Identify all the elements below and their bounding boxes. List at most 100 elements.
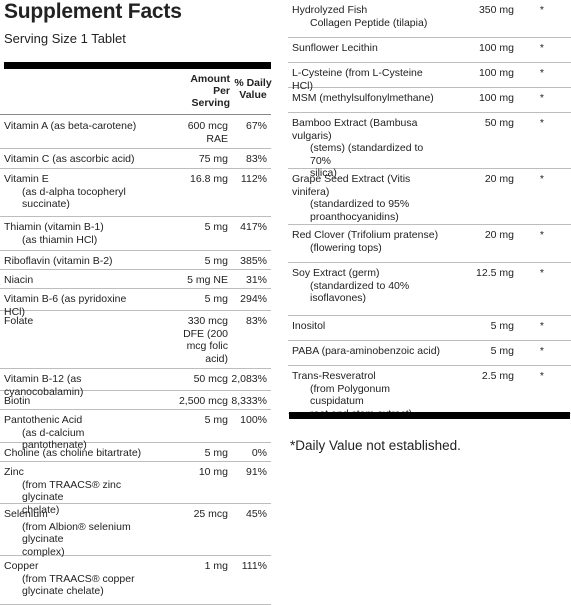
- amount-per-serving: 25 mcg: [193, 508, 228, 520]
- daily-value: *: [539, 173, 544, 185]
- daily-value: 45%: [245, 508, 267, 520]
- amount-per-serving: 20 mg: [484, 173, 514, 185]
- daily-value: 31%: [245, 274, 267, 286]
- nutrient-row: Niacin 5 mg NE 31%: [0, 270, 271, 289]
- nutrient-row: Thiamin (vitamin B-1) (as thiamin HCl) 5 m…: [0, 217, 271, 251]
- nutrient-row: PABA (para-aminobenzoic acid) 5 mg *: [288, 341, 571, 366]
- amount-per-serving: 50 mcg: [193, 373, 228, 385]
- top-rule-left: [4, 62, 271, 69]
- daily-value: 83%: [245, 315, 267, 327]
- amount-per-serving: 2,500 mcg: [178, 395, 228, 407]
- daily-value: 385%: [240, 255, 267, 267]
- amount-per-serving: 75 mg: [198, 153, 228, 165]
- nutrient-row: Vitamin B-12 (as cyanocobalamin) 50 mcg 2,…: [0, 369, 271, 398]
- daily-value: 67%: [245, 120, 267, 132]
- column-header: Amount Per Serving % Daily Value: [0, 70, 272, 115]
- nutrient-name: L-Cysteine (from L-Cysteine HCl): [292, 67, 423, 92]
- nutrient-name: Choline (as choline bitartrate): [4, 447, 142, 459]
- daily-value: *: [539, 4, 544, 16]
- nutrient-name: Soy Extract (germ) (standardized to 40% is…: [292, 267, 410, 304]
- daily-value: 8,333%: [231, 395, 267, 407]
- nutrient-row: Sunflower Lecithin 100 mg *: [288, 38, 571, 63]
- nutrient-name: Selenium (from Albion® selenium glycinate…: [4, 508, 131, 558]
- nutrient-row: Vitamin E (as d-alpha tocopheryl succinate…: [0, 169, 271, 217]
- nutrient-row: Choline (as choline bitartrate) 5 mg 0%: [0, 443, 271, 462]
- nutrient-row: Folate 330 mcg DFE (200 mcg folic acid) 83%: [0, 311, 271, 369]
- daily-value: *: [539, 229, 544, 241]
- nutrient-name: Copper (from TRAACS® copper glycinate chel…: [4, 560, 135, 597]
- amount-per-serving: 100 mg: [478, 92, 514, 104]
- serving-size: Serving Size 1 Tablet: [4, 31, 126, 46]
- daily-value: *: [539, 267, 544, 279]
- nutrient-row: Zinc (from TRAACS® zinc glycinate chelate)…: [0, 462, 271, 516]
- amount-per-serving: 5 mg: [204, 414, 228, 426]
- daily-value: 417%: [240, 221, 267, 233]
- amount-per-serving: 5 mg: [204, 293, 228, 305]
- nutrient-name: Red Clover (Trifolium pratense) (flowerin…: [292, 229, 439, 254]
- nutrient-row: Grape Seed Extract (Vitis vinifera) (stan…: [288, 169, 571, 225]
- nutrient-name: Bamboo Extract (Bambusa vulgaris) (stems)…: [292, 117, 424, 179]
- nutrient-row: Red Clover (Trifolium pratense) (flowerin…: [288, 225, 571, 263]
- daily-value: 0%: [251, 447, 267, 459]
- nutrient-row: Bamboo Extract (Bambusa vulgaris) (stems)…: [288, 113, 571, 179]
- nutrient-row: Vitamin A (as beta-carotene) 600 mcg RAE 67…: [0, 116, 271, 149]
- nutrient-row: Trans-Resveratrol (from Polygonum cuspida…: [288, 366, 571, 420]
- nutrient-row: Hydrolyzed Fish Collagen Peptide (tilapia…: [288, 0, 571, 38]
- nutrient-name: Grape Seed Extract (Vitis vinifera) (stan…: [292, 173, 411, 223]
- nutrient-name: Vitamin C (as ascorbic acid): [4, 153, 135, 165]
- nutrient-name: Vitamin E (as d-alpha tocopheryl succinate…: [4, 173, 126, 210]
- left-nutrient-table: Vitamin A (as beta-carotene) 600 mcg RAE 67…: [0, 116, 271, 605]
- amount-per-serving: 1 mg: [204, 560, 228, 572]
- nutrient-name: Biotin: [4, 395, 31, 407]
- amount-per-serving: 5 mg NE: [187, 274, 228, 286]
- daily-value: *: [539, 345, 544, 357]
- panel-title: Supplement Facts: [4, 0, 182, 23]
- amount-per-serving: 5 mg: [490, 345, 514, 357]
- nutrient-name: Niacin: [4, 274, 34, 286]
- amount-per-serving: 5 mg: [490, 320, 514, 332]
- daily-value: 91%: [245, 466, 267, 478]
- nutrient-name: Folate: [4, 315, 34, 327]
- nutrient-row: Inositol 5 mg *: [288, 316, 571, 341]
- amount-per-serving: 20 mg: [484, 229, 514, 241]
- nutrient-name: Thiamin (vitamin B-1) (as thiamin HCl): [4, 221, 104, 246]
- amount-per-serving: 2.5 mg: [481, 370, 514, 382]
- amount-per-serving: 100 mg: [478, 42, 514, 54]
- amount-per-serving: 16.8 mg: [190, 173, 228, 185]
- daily-value: *: [539, 67, 544, 79]
- right-ingredient-table: Hydrolyzed Fish Collagen Peptide (tilapia…: [288, 0, 571, 420]
- amount-per-serving: 350 mg: [478, 4, 514, 16]
- nutrient-name: Zinc (from TRAACS® zinc glycinate chelate): [4, 466, 122, 516]
- nutrient-row: MSM (methylsulfonylmethane) 100 mg *: [288, 88, 571, 113]
- daily-value: 2,083%: [231, 373, 267, 385]
- daily-value: 111%: [241, 560, 267, 572]
- dv-header: % Daily Value: [234, 77, 272, 101]
- nutrient-row: Copper (from TRAACS® copper glycinate chel…: [0, 556, 271, 605]
- amount-per-serving: 12.5 mg: [476, 267, 514, 279]
- amount-per-serving: 5 mg: [204, 255, 228, 267]
- nutrient-name: Sunflower Lecithin: [292, 42, 378, 54]
- nutrient-name: Pantothenic Acid (as d-calcium pantothena…: [4, 414, 87, 451]
- amount-per-serving: 5 mg: [204, 447, 228, 459]
- nutrient-name: Vitamin B-6 (as pyridoxine HCl): [4, 293, 127, 318]
- amount-per-serving: 100 mg: [478, 67, 514, 79]
- daily-value: *: [539, 92, 544, 104]
- nutrient-row: Vitamin B-6 (as pyridoxine HCl) 5 mg 294%: [0, 289, 271, 318]
- nutrient-row: Riboflavin (vitamin B-2) 5 mg 385%: [0, 251, 271, 270]
- nutrient-row: Pantothenic Acid (as d-calcium pantothena…: [0, 410, 271, 451]
- nutrient-row: Soy Extract (germ) (standardized to 40% is…: [288, 263, 571, 316]
- nutrient-row: Biotin 2,500 mcg 8,333%: [0, 391, 271, 410]
- amount-per-serving: 600 mcg RAE: [187, 120, 228, 145]
- nutrient-row: Selenium (from Albion® selenium glycinate…: [0, 504, 271, 558]
- nutrient-row: Vitamin C (as ascorbic acid) 75 mg 83%: [0, 149, 271, 169]
- bottom-rule-right: [289, 412, 570, 419]
- amount-per-serving: 50 mg: [484, 117, 514, 129]
- daily-value: 83%: [245, 153, 267, 165]
- daily-value: *: [539, 370, 544, 382]
- amount-per-serving: 10 mg: [198, 466, 228, 478]
- nutrient-name: Hydrolyzed Fish Collagen Peptide (tilapia…: [292, 4, 428, 29]
- daily-value: 100%: [240, 414, 267, 426]
- daily-value: *: [539, 117, 544, 129]
- daily-value: *: [539, 42, 544, 54]
- nutrient-name: Riboflavin (vitamin B-2): [4, 255, 113, 267]
